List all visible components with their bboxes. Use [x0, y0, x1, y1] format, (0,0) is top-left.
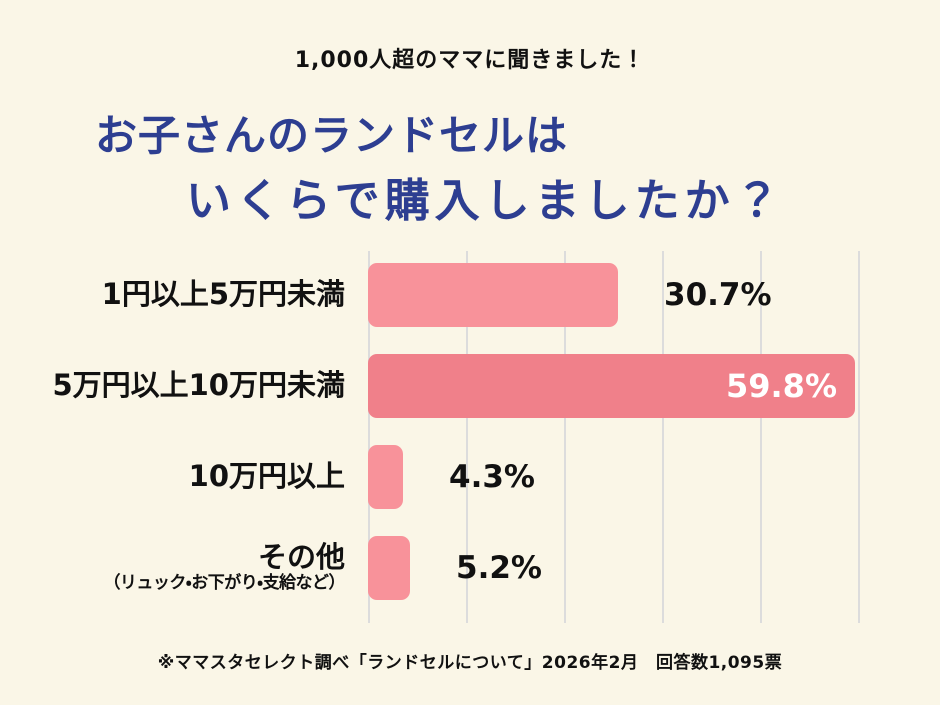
gridline — [760, 250, 762, 623]
bar-4 — [368, 535, 410, 600]
gridline — [466, 250, 468, 623]
category-label: 10万円以上 — [0, 458, 368, 493]
bar-area: 59.8% — [368, 353, 940, 418]
gridlines-layer — [368, 250, 860, 623]
category-label: 1円以上5万円未満 — [0, 276, 368, 311]
chart-rows: 1円以上5万円未満 30.7% 5万円以上10万円未満 59.8% 10万円以上 4.3%… — [0, 262, 940, 600]
bar-area: 4.3% — [368, 444, 940, 509]
gridline — [858, 250, 860, 623]
chart-title-line1: お子さんのランドセルは — [95, 111, 569, 160]
chart-row: その他 （リュック・お下がり・支給など） 5.2% — [0, 535, 940, 600]
category-label-text: 10万円以上 — [188, 458, 345, 493]
category-label-text: その他 — [257, 540, 345, 575]
source-note: ※ママスタセレクト調べ「ランドセルについて」2026年2月 回答数1,095票 — [157, 653, 783, 673]
gridline — [368, 250, 370, 623]
bar-3 — [368, 444, 403, 509]
category-sublabel-text: （リュック・お下がり・支給など） — [103, 573, 345, 594]
value-label: 4.3% — [449, 458, 535, 495]
bar-1 — [368, 262, 618, 327]
chart-row: 10万円以上 4.3% — [0, 444, 940, 509]
chart-title-line2: いくらで購入しましたか？ — [186, 174, 785, 227]
category-label-text: 5万円以上10万円未満 — [52, 367, 345, 402]
chart-row: 5万円以上10万円未満 59.8% — [0, 353, 940, 418]
bar-area: 5.2% — [368, 535, 940, 600]
bar-area: 30.7% — [368, 262, 940, 327]
category-label: その他 （リュック・お下がり・支給など） — [0, 540, 368, 594]
chart-row: 1円以上5万円未満 30.7% — [0, 262, 940, 327]
kicker-text: 1,000人超のママに聞きました！ — [294, 48, 646, 73]
value-label: 59.8% — [725, 366, 837, 405]
value-label: 5.2% — [456, 549, 542, 586]
bar-chart: 1円以上5万円未満 30.7% 5万円以上10万円未満 59.8% 10万円以上 4.3%… — [0, 250, 940, 623]
value-label: 30.7% — [664, 276, 772, 313]
category-label-text: 1円以上5万円未満 — [101, 276, 345, 311]
gridline — [564, 250, 566, 623]
bar-2: 59.8% — [368, 353, 855, 418]
gridline — [662, 250, 664, 623]
chart-title: お子さんのランドセルは いくらで購入しましたか？ — [0, 104, 940, 235]
category-label: 5万円以上10万円未満 — [0, 367, 368, 402]
